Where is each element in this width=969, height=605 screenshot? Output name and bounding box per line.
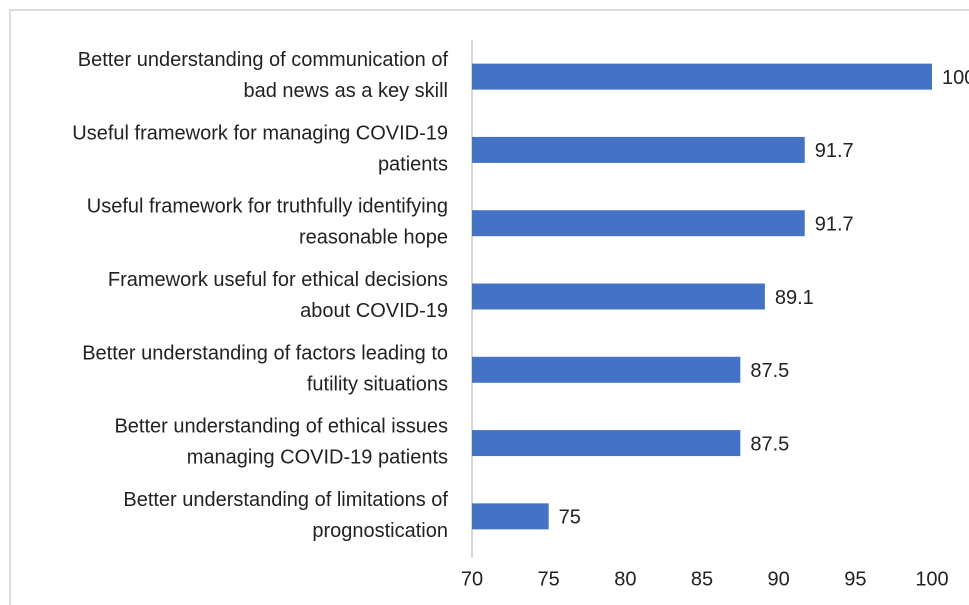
value-label: 91.7 xyxy=(815,213,854,235)
bar xyxy=(472,430,741,457)
category-label: Framework useful for ethical decisions ab… xyxy=(108,269,448,322)
x-tick-label: 95 xyxy=(844,568,866,590)
bar xyxy=(472,356,741,383)
category-label: Better understanding of communication of… xyxy=(78,49,449,102)
bar xyxy=(472,136,805,163)
category-label: Useful framework for truthfully identify… xyxy=(87,196,448,249)
bar xyxy=(472,63,932,90)
bar xyxy=(472,503,549,530)
bar xyxy=(472,283,765,310)
x-tick-label: 85 xyxy=(691,568,713,590)
value-label: 87.5 xyxy=(750,360,789,382)
category-label: Better understanding of limitations of pr… xyxy=(123,489,448,542)
value-label: 75 xyxy=(559,507,581,529)
x-tick-label: 90 xyxy=(768,568,790,590)
bar xyxy=(472,210,805,237)
x-tick-label: 70 xyxy=(461,568,483,590)
value-label: 89.1 xyxy=(775,287,814,309)
category-label: Better understanding of ethical issues ma… xyxy=(114,416,448,469)
category-label: Better understanding of factors leading … xyxy=(82,343,448,396)
chart-frame xyxy=(9,9,969,605)
value-label: 100 xyxy=(942,67,969,89)
category-label: Useful framework for managing COVID-19 pa… xyxy=(72,123,448,176)
value-label: 91.7 xyxy=(815,140,854,162)
x-tick-label: 75 xyxy=(538,568,560,590)
value-label: 87.5 xyxy=(750,433,789,455)
x-tick-label: 100 xyxy=(915,568,948,590)
x-tick-label: 80 xyxy=(614,568,636,590)
